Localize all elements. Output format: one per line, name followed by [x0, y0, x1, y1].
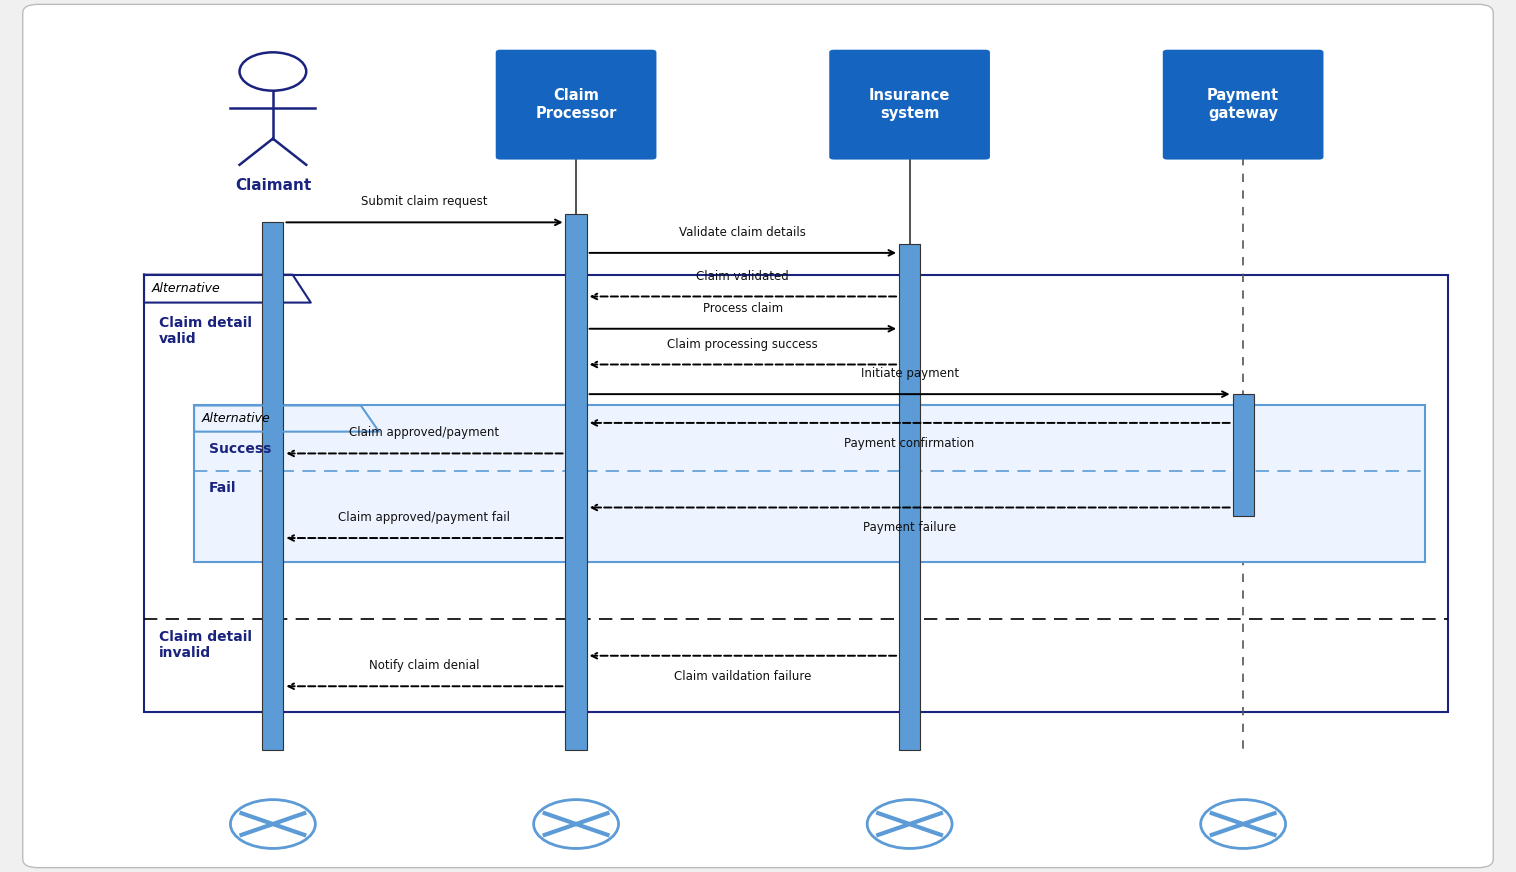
Bar: [144, 275, 1448, 712]
Text: Initiate payment: Initiate payment: [861, 367, 958, 380]
Text: Claim detail
valid: Claim detail valid: [159, 316, 252, 346]
Text: Process claim: Process claim: [703, 302, 782, 315]
FancyBboxPatch shape: [1163, 50, 1323, 160]
Text: Alternative: Alternative: [152, 283, 220, 295]
Text: Claim detail
invalid: Claim detail invalid: [159, 630, 252, 660]
Text: Claimant: Claimant: [235, 178, 311, 193]
Bar: [194, 405, 1425, 562]
Text: Validate claim details: Validate claim details: [679, 226, 807, 239]
Bar: [565, 214, 587, 750]
Text: Success: Success: [209, 442, 271, 456]
Bar: [1233, 394, 1254, 516]
Text: Claim approved/payment fail: Claim approved/payment fail: [338, 511, 511, 524]
Text: Claim processing success: Claim processing success: [667, 337, 819, 351]
FancyBboxPatch shape: [496, 50, 656, 160]
Text: Alternative: Alternative: [202, 412, 270, 425]
FancyBboxPatch shape: [829, 50, 990, 160]
Text: Claim validated: Claim validated: [696, 269, 790, 283]
Text: Payment
gateway: Payment gateway: [1207, 88, 1280, 121]
Bar: [899, 244, 920, 750]
Text: Insurance
system: Insurance system: [869, 88, 951, 121]
Text: Fail: Fail: [209, 481, 236, 495]
FancyBboxPatch shape: [23, 4, 1493, 868]
Text: Claim
Processor: Claim Processor: [535, 88, 617, 121]
Text: Notify claim denial: Notify claim denial: [370, 659, 479, 672]
Text: Claim vaildation failure: Claim vaildation failure: [675, 670, 811, 683]
Bar: [262, 222, 283, 750]
Text: Payment confirmation: Payment confirmation: [844, 437, 975, 450]
Text: Claim approved/payment: Claim approved/payment: [349, 426, 500, 439]
Text: Payment failure: Payment failure: [863, 521, 957, 535]
Text: Submit claim request: Submit claim request: [361, 195, 488, 208]
